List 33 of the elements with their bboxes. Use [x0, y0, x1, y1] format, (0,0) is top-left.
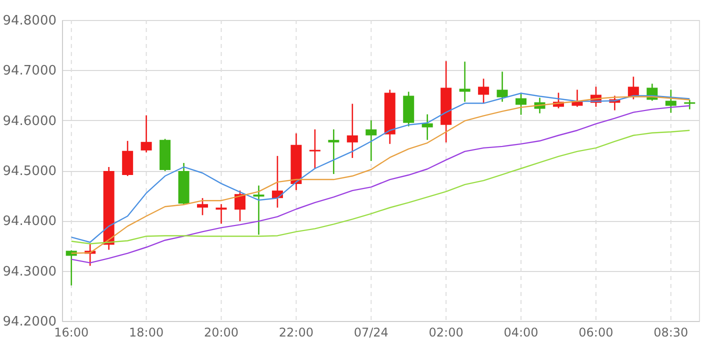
- y-tick-label: 94.5000: [2, 164, 56, 179]
- x-tick-label: 22:00: [278, 326, 314, 340]
- x-tick-label: 20:00: [204, 326, 239, 340]
- candlestick: [309, 128, 320, 170]
- candlestick: [140, 114, 152, 154]
- x-tick-label: 02:00: [428, 326, 464, 340]
- x-tick-label: 06:00: [578, 326, 614, 340]
- candlestick: [234, 190, 246, 222]
- y-tick-label: 94.4000: [2, 214, 56, 230]
- candlestick: [422, 114, 433, 141]
- candlestick: [253, 184, 264, 236]
- candlestick: [328, 128, 340, 175]
- y-tick-label: 94.2000: [2, 314, 56, 330]
- y-tick-label: 94.8000: [2, 14, 56, 28]
- x-tick-label: 16:00: [54, 326, 89, 340]
- line-series: [70, 130, 690, 244]
- candlestick: [216, 203, 227, 224]
- x-tick-label: 08:30: [654, 326, 688, 340]
- x-tick-label: 18:00: [129, 326, 164, 340]
- candlestick: [459, 60, 470, 102]
- candlestick: [496, 71, 508, 102]
- candlestick: [665, 89, 676, 114]
- candlestick: [516, 92, 527, 116]
- y-tick-label: 94.7000: [2, 64, 56, 79]
- x-tick-label: 07/24: [354, 326, 388, 340]
- y-tick-label: 94.3000: [2, 264, 56, 280]
- candlestick: [478, 78, 490, 104]
- candlestick: [346, 103, 358, 159]
- candlestick: [197, 197, 208, 216]
- x-tick-label: 04:00: [504, 326, 538, 340]
- candlestick: [684, 99, 696, 110]
- candlestick: [366, 120, 377, 162]
- y-tick-label: 94.6000: [2, 114, 56, 129]
